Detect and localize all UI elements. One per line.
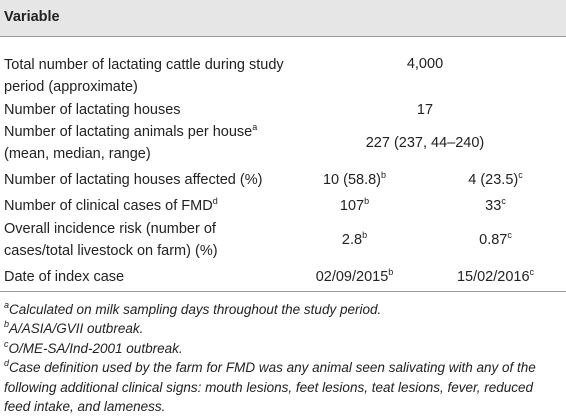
table-row: Overall incidence risk (number of cases/… xyxy=(0,217,566,263)
footnote: bA/ASIA/GVII outbreak. xyxy=(4,319,562,339)
label-text: Number of lactating houses affected (%) xyxy=(4,172,263,188)
cell-value: 4 (23.5)c xyxy=(425,165,566,195)
footnote-mark: c xyxy=(507,230,512,240)
cell-value: 10 (58.8)b xyxy=(284,165,425,195)
label-text: Number of lactating animals per house xyxy=(4,124,253,140)
footnote-mark: d xyxy=(4,358,10,368)
row-label: Overall incidence risk (number of cases/… xyxy=(0,217,284,263)
footnote-mark: b xyxy=(4,319,10,329)
footnote-text: Calculated on milk sampling days through… xyxy=(9,301,382,317)
table-row: Number of lactating houses affected (%) 1… xyxy=(0,165,566,195)
value-text: 17 xyxy=(416,102,434,118)
cell-value: 2.8b xyxy=(284,217,425,263)
table-header: Variable xyxy=(0,0,566,37)
table-row: Total number of lactating cattle during … xyxy=(0,37,566,99)
cell-value: 107b xyxy=(284,195,425,217)
footnote-mark: c xyxy=(529,266,535,277)
footnote-mark: a xyxy=(252,122,258,132)
footnote-mark: c xyxy=(501,196,506,206)
row-label: Date of index case xyxy=(0,263,284,291)
footnote: cO/ME-SA/Ind-2001 outbreak. xyxy=(4,339,562,359)
footnote-text: O/ME-SA/Ind-2001 outbreak. xyxy=(8,340,183,356)
label-text: (mean, median, range) xyxy=(4,146,151,162)
label-text: Date of index case xyxy=(4,268,125,285)
label-text: Number of clinical cases of FMD xyxy=(4,198,213,214)
row-label: Number of lactating houses affected (%) xyxy=(0,165,284,195)
cell-value: 227 (237, 44–240) xyxy=(284,121,566,165)
footnote-mark: d xyxy=(212,196,218,206)
value-text: 107 xyxy=(339,198,365,214)
cell-value: 0.87c xyxy=(425,217,566,263)
footnote-mark: c xyxy=(4,338,9,349)
footnote-mark: b xyxy=(364,196,370,206)
cell-value: 02/09/2015b xyxy=(284,263,425,291)
footnote-mark: b xyxy=(362,230,368,240)
value-text: 227 (237, 44–240) xyxy=(365,135,485,151)
value-text: 15/02/2016 xyxy=(456,268,530,285)
footnotes: aCalculated on milk sampling days throug… xyxy=(0,292,566,417)
label-text: Overall incidence risk (number of cases/… xyxy=(4,221,218,259)
label-text: Number of lactating houses xyxy=(4,102,181,118)
value-text: 33 xyxy=(485,198,502,214)
footnote: aCalculated on milk sampling days throug… xyxy=(4,300,562,320)
footnote-text: Case definition used by the farm for FMD… xyxy=(4,360,536,414)
table-row: Number of lactating houses 17 xyxy=(0,99,566,121)
value-text: 4 (23.5) xyxy=(468,172,519,188)
footnote-mark: c xyxy=(518,170,523,180)
row-label: Number of lactating animals per housea (… xyxy=(0,121,284,165)
value-text: 2.8 xyxy=(341,232,363,248)
table-row: Number of lactating animals per housea (… xyxy=(0,121,566,165)
cell-value: 17 xyxy=(284,99,566,121)
footnote-mark: a xyxy=(4,299,10,310)
value-text: 4,000 xyxy=(406,56,444,72)
value-text: 02/09/2015 xyxy=(315,268,389,285)
label-text: Total number of lactating cattle during … xyxy=(4,57,284,95)
footnote-mark: b xyxy=(381,170,387,180)
value-text: 10 (58.8) xyxy=(322,172,382,188)
footnote: dCase definition used by the farm for FM… xyxy=(4,358,562,417)
footnote-text: A/ASIA/GVII outbreak. xyxy=(9,321,144,336)
row-label: Number of lactating houses xyxy=(0,99,284,121)
cell-value: 15/02/2016c xyxy=(425,263,566,291)
cell-value: 4,000 xyxy=(284,37,566,99)
row-label: Number of clinical cases of FMDd xyxy=(0,195,284,217)
table-row: Number of clinical cases of FMDd 107b 33c xyxy=(0,195,566,217)
value-text: 0.87 xyxy=(479,232,508,248)
header-title: Variable xyxy=(4,9,60,25)
data-table: Total number of lactating cattle during … xyxy=(0,37,566,292)
footnote-mark: b xyxy=(388,266,394,277)
table-row: Date of index case 02/09/2015b 15/02/2016c xyxy=(0,263,566,291)
row-label: Total number of lactating cattle during … xyxy=(0,37,284,99)
cell-value: 33c xyxy=(425,195,566,217)
